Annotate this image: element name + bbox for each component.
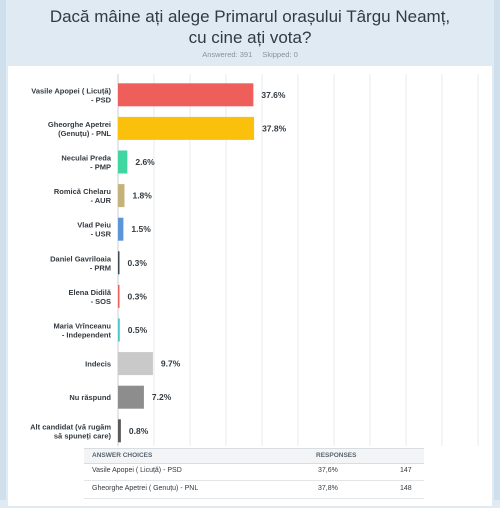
bar <box>118 116 255 140</box>
answer-table: ANSWER CHOICES RESPONSES Vasile Apopei (… <box>84 448 424 508</box>
response-stats: Answered: 391 Skipped: 0 <box>0 50 500 59</box>
table-row-count: 147 <box>400 467 412 474</box>
bar <box>118 284 120 308</box>
category-label: Vlad Peiu - USR <box>77 221 111 239</box>
bar <box>118 352 153 376</box>
table-row-choice: Gheorghe Apetrei ( Genuțu) - PNL <box>92 485 199 492</box>
category-label: Elena Didilă - SOS <box>68 288 111 306</box>
answer-choices-header: ANSWER CHOICES <box>92 452 153 459</box>
results-card: 37.6% Vasile Apopei ( Licuță) - PSD 37.8% Gh… <box>8 66 492 506</box>
data-label: 1.5% <box>131 224 151 234</box>
bar <box>118 251 120 275</box>
bar <box>118 184 125 208</box>
answered-count: Answered: 391 <box>202 50 253 59</box>
category-label: Alt candidat (vă rugăm să spuneți care) <box>30 422 111 440</box>
category-label: Gheorghe Apetrei (Genuțu) - PNL <box>48 120 111 138</box>
bar <box>118 385 144 409</box>
responses-header: RESPONSES <box>316 452 357 459</box>
category-label: Indecis <box>85 360 111 369</box>
question-header: Dacă mâine ați alege Primarul orașului T… <box>0 0 500 70</box>
category-label: Daniel Gavriloaia - PRM <box>50 254 112 272</box>
question-title-line1: Dacă mâine ați alege Primarul orașului T… <box>49 7 451 26</box>
data-label: 2.6% <box>135 157 155 167</box>
data-label: 1.8% <box>132 191 152 201</box>
table-row-percent: 37,8% <box>318 485 338 492</box>
table-row: Vasile Apopei ( Licuță) - PSD 37,6% 147 <box>84 463 424 481</box>
bar <box>118 83 254 107</box>
data-label: 37.8% <box>262 123 287 133</box>
bar <box>118 419 121 443</box>
table-row-percent: 37,6% <box>318 467 338 474</box>
bar <box>118 150 128 174</box>
page-edge-right <box>494 0 500 500</box>
data-label: 0.8% <box>129 426 149 436</box>
table-row-choice: Vasile Apopei ( Licuță) - PSD <box>92 467 182 474</box>
data-label: 9.7% <box>161 359 181 369</box>
question-title: Dacă mâine ați alege Primarul orașului T… <box>40 6 460 48</box>
answer-table-header: ANSWER CHOICES RESPONSES <box>84 448 424 464</box>
skipped-count: Skipped: 0 <box>262 50 298 59</box>
data-label: 37.6% <box>261 90 286 100</box>
category-label: Vasile Apopei ( Licuță) - PSD <box>31 86 111 104</box>
data-label: 0.3% <box>128 291 148 301</box>
category-label: Romică Chelaru - AUR <box>54 187 112 205</box>
data-label: 0.3% <box>128 258 148 268</box>
category-label: Neculai Preda - PMP <box>61 154 111 172</box>
data-label: 0.5% <box>128 325 148 335</box>
bar <box>118 318 120 342</box>
table-row-count: 148 <box>400 485 412 492</box>
question-title-line2: cu cine ați vota? <box>188 28 312 47</box>
bar-chart: 37.6% Vasile Apopei ( Licuță) - PSD 37.8% Gh… <box>30 74 479 446</box>
bar <box>118 217 124 241</box>
category-label: Maria Vrînceanu - Independent <box>53 322 111 340</box>
data-label: 7.2% <box>152 392 172 402</box>
category-label: Nu răspund <box>69 393 111 402</box>
table-row: Gheorghe Apetrei ( Genuțu) - PNL 37,8% 1… <box>84 481 424 499</box>
page-edge-left <box>0 0 6 500</box>
